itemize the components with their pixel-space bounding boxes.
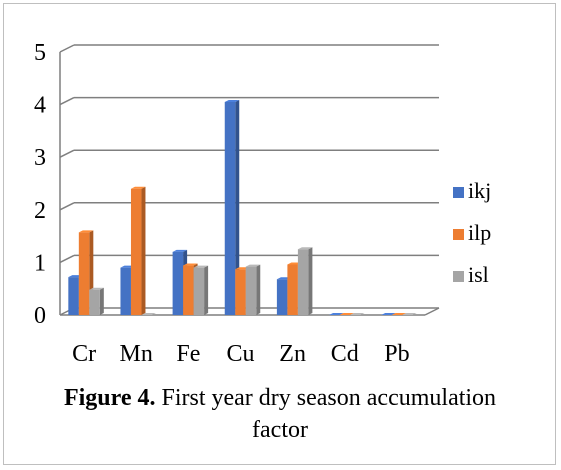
bar-front [183, 265, 194, 315]
bar-top [78, 230, 94, 233]
legend-label: ilp [468, 220, 491, 245]
bar-top [402, 313, 417, 315]
bar-ilp-Pb [391, 313, 407, 315]
bar-isl-Fe [193, 265, 209, 315]
gridline-depth [59, 202, 75, 211]
bar-chart: 0 1 2 3 4 5 Cr Mn Fe Cu Zn Cd Pb ikj ilp isl [34, 40, 491, 367]
bar-ilp-Mn [130, 186, 146, 315]
bar-top [339, 313, 355, 315]
bar-top [350, 313, 365, 315]
x-tick-label: Pb [384, 341, 409, 367]
legend-swatch [453, 229, 464, 240]
legend-swatch [453, 271, 464, 282]
legend: ikj ilp isl [453, 178, 491, 287]
y-tick-label: 5 [34, 40, 46, 66]
bar-isl-Cu [245, 264, 261, 315]
floor-side-edge [424, 307, 440, 316]
bar-isl-Cd [350, 313, 365, 315]
y-tick-label: 1 [34, 250, 46, 276]
bar-front [120, 267, 131, 315]
y-axis: 0 1 2 3 4 5 [34, 40, 46, 329]
gridline-depth [59, 96, 75, 106]
bar-top [172, 249, 188, 252]
bar-top [130, 186, 146, 189]
bar-side [204, 265, 209, 315]
legend-item-ikj: ikj [453, 178, 491, 203]
x-tick-label: Cr [72, 341, 96, 367]
bar-side [99, 287, 104, 315]
bar-front [130, 188, 142, 315]
bar-top [89, 287, 104, 290]
bar-top [297, 247, 313, 250]
bar-ikj-Pb [381, 313, 396, 315]
bar-ilp-Cd [339, 313, 355, 315]
bar-isl-Zn [297, 247, 313, 315]
bar-side [235, 99, 240, 315]
bar-front [276, 279, 288, 315]
x-tick-label: Zn [279, 341, 306, 367]
bar-top [245, 264, 261, 267]
bar-front [193, 267, 205, 315]
bar-side [141, 186, 146, 315]
y-tick-label: 3 [34, 145, 46, 171]
figure-caption: Figure 4. First year dry season accumula… [60, 382, 500, 446]
bar-top [193, 265, 209, 268]
bar-ikj-Cu [224, 99, 240, 315]
bar-front [172, 251, 184, 315]
bar-top [381, 313, 396, 315]
bar-front [89, 289, 100, 315]
legend-swatch [453, 187, 464, 198]
figure-caption-text: First year dry season accumulation facto… [155, 385, 497, 443]
bar-front [224, 101, 236, 315]
x-axis: Cr Mn Fe Cu Zn Cd Pb [72, 341, 410, 367]
bar-top [329, 313, 344, 315]
bars [68, 99, 417, 315]
gridline-depth [59, 149, 75, 158]
bar-top [224, 99, 240, 102]
bar-isl-Cr [89, 287, 104, 315]
bar-front [245, 266, 257, 315]
bar-side [256, 264, 261, 315]
y-tick-label: 4 [34, 93, 46, 119]
bar-front [287, 264, 298, 315]
legend-item-isl: isl [453, 262, 489, 287]
x-tick-label: Cu [226, 341, 254, 367]
legend-label: isl [468, 262, 489, 287]
y-tick-label: 0 [34, 303, 46, 329]
bar-side [308, 247, 313, 315]
bar-ikj-Cd [329, 313, 344, 315]
bar-top [391, 313, 407, 315]
bar-isl-Pb [402, 313, 417, 315]
bar-isl-Mn [141, 313, 156, 315]
x-tick-label: Fe [176, 341, 200, 367]
y-tick-label: 2 [34, 198, 46, 224]
bar-front [235, 269, 246, 315]
bar-top [141, 313, 156, 315]
figure-label: Figure 4. [63, 385, 156, 411]
gridline-depth [59, 44, 75, 53]
bar-front [297, 249, 309, 315]
bar-top [183, 263, 198, 266]
bar-front [68, 277, 79, 315]
legend-item-ilp: ilp [453, 220, 491, 245]
bar-front [78, 232, 90, 315]
x-tick-label: Mn [120, 341, 153, 367]
legend-label: ikj [468, 178, 491, 203]
x-tick-label: Cd [331, 341, 359, 367]
gridline-depth [59, 254, 75, 264]
